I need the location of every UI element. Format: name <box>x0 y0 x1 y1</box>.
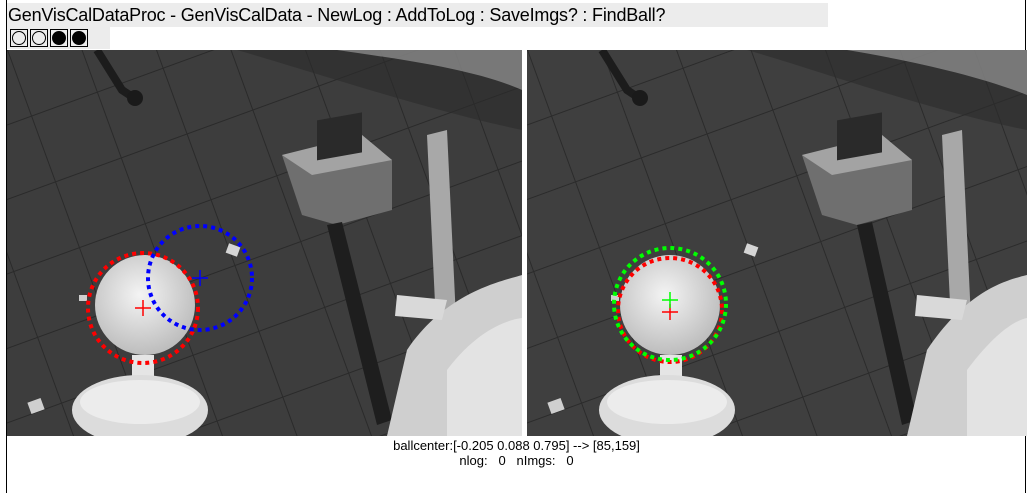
nimgs-value: 0 <box>566 453 574 468</box>
nlog-value: 0 <box>498 453 506 468</box>
right-camera-image <box>527 50 1027 436</box>
toolbar <box>7 27 110 49</box>
status-panel: ballcenter:[-0.205 0.088 0.795] --> [85,… <box>7 438 1026 468</box>
nlog-label: nlog: <box>459 453 488 468</box>
right-camera-view <box>527 50 1027 436</box>
nimgs-label: nImgs: <box>516 453 556 468</box>
toolbar-button-4[interactable] <box>70 29 88 47</box>
left-camera-view <box>7 50 522 436</box>
ballcenter-readout: ballcenter:[-0.205 0.088 0.795] --> [85,… <box>393 438 640 453</box>
open-circle-icon <box>32 31 46 45</box>
view-divider <box>522 50 527 436</box>
filled-circle-icon <box>72 31 86 45</box>
left-camera-image <box>7 50 522 436</box>
app-window: GenVisCalDataProc - GenVisCalData - NewL… <box>6 0 1027 493</box>
open-circle-icon <box>12 31 26 45</box>
window-title: GenVisCalDataProc - GenVisCalData - NewL… <box>7 3 828 27</box>
toolbar-button-2[interactable] <box>30 29 48 47</box>
toolbar-button-3[interactable] <box>50 29 68 47</box>
log-counters: nlog: 0 nImgs: 0 <box>7 453 1026 468</box>
toolbar-button-1[interactable] <box>10 29 28 47</box>
filled-circle-icon <box>52 31 66 45</box>
